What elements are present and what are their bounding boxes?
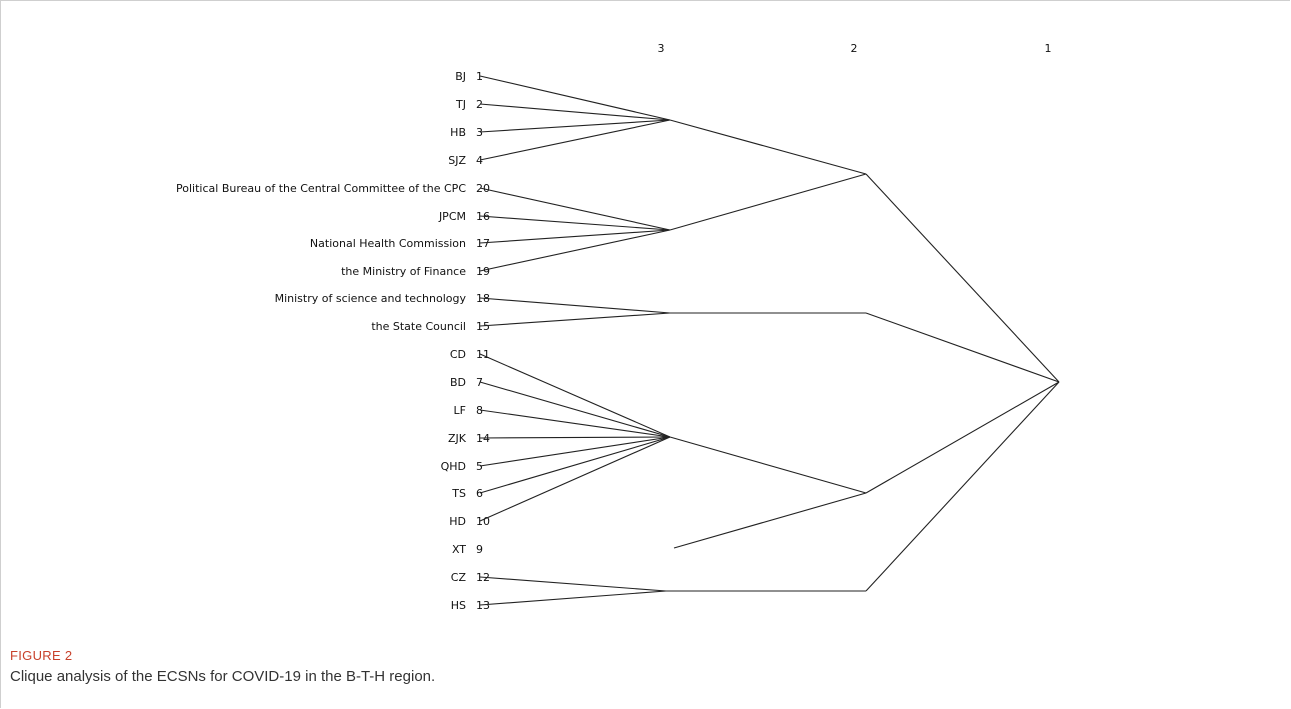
edge xyxy=(673,492,867,549)
edge xyxy=(479,353,671,438)
edge xyxy=(669,173,867,231)
edge xyxy=(865,312,1060,383)
edge xyxy=(479,436,671,494)
leaf-name: the State Council xyxy=(371,320,466,333)
leaf-name: XT xyxy=(452,543,466,556)
edge xyxy=(479,436,671,522)
leaf-name: CZ xyxy=(451,571,467,584)
leaf-name: QHD xyxy=(441,460,466,473)
leaf-name: SJZ xyxy=(448,154,466,167)
leaf-name: ZJK xyxy=(448,432,467,445)
leaf-id: 9 xyxy=(476,543,483,556)
edge xyxy=(479,312,671,327)
cluster-b-edges xyxy=(479,187,671,272)
edge xyxy=(865,173,1060,383)
leaf-id: 13 xyxy=(476,599,490,612)
cluster-a-edges xyxy=(479,75,671,161)
leaf-id: 17 xyxy=(476,237,490,250)
leaf-id: 8 xyxy=(476,404,483,417)
edge xyxy=(865,381,1060,494)
edge xyxy=(479,381,671,438)
edge xyxy=(669,119,867,175)
leaf-name: TS xyxy=(451,487,466,500)
edge xyxy=(479,590,667,606)
leaf-id: 1 xyxy=(476,70,483,83)
leaf-name: TJ xyxy=(455,98,466,111)
leaf-name: HB xyxy=(450,126,466,139)
level-label-2: 2 xyxy=(851,42,858,55)
leaf-id: 4 xyxy=(476,154,483,167)
leaf-name: Political Bureau of the Central Committe… xyxy=(176,182,466,195)
edge xyxy=(479,576,667,592)
edge xyxy=(479,215,671,231)
edge xyxy=(669,436,867,494)
edge xyxy=(479,436,671,467)
edge xyxy=(479,436,671,439)
leaf-id: 15 xyxy=(476,320,490,333)
leaf-name: HS xyxy=(451,599,466,612)
cluster-d-edges xyxy=(479,353,671,522)
clique-dendrogram: 3 2 1 BJ TJ HB SJZ Political Bureau of t… xyxy=(176,42,1060,612)
leaf-name: the Ministry of Finance xyxy=(341,265,466,278)
leaf-id: 3 xyxy=(476,126,483,139)
level-label-3: 3 xyxy=(658,42,665,55)
figure-caption-text: Clique analysis of the ECSNs for COVID-1… xyxy=(10,668,436,685)
figure-label: FIGURE 2 xyxy=(10,648,73,663)
leaf-id: 5 xyxy=(476,460,483,473)
edge xyxy=(479,103,671,121)
edge xyxy=(479,229,671,272)
figure-caption: FIGURE 2 Clique analysis of the ECSNs fo… xyxy=(10,648,435,685)
edge xyxy=(479,229,671,244)
edge xyxy=(479,409,671,438)
edge xyxy=(479,119,671,161)
leaf-id: 2 xyxy=(476,98,483,111)
cluster-e-edges xyxy=(479,576,866,606)
edge xyxy=(479,187,671,231)
leaf-name: CD xyxy=(450,348,466,361)
edge xyxy=(479,297,671,314)
leaf-name: JPCM xyxy=(438,210,466,223)
leaf-id: 11 xyxy=(476,348,490,361)
leaf-name: National Health Commission xyxy=(310,237,466,250)
leaf-id: 7 xyxy=(476,376,483,389)
edge xyxy=(865,381,1060,592)
leaf-name: LF xyxy=(454,404,466,417)
level-label-1: 1 xyxy=(1045,42,1052,55)
leaf-id: 6 xyxy=(476,487,483,500)
leaf-name: BD xyxy=(450,376,466,389)
cluster-c-edges xyxy=(479,297,866,327)
leaf-name: Ministry of science and technology xyxy=(275,292,467,305)
leaf-name: HD xyxy=(449,515,466,528)
edge xyxy=(479,119,671,133)
leaf-name: BJ xyxy=(455,70,466,83)
leaf-id: 19 xyxy=(476,265,490,278)
edge xyxy=(479,75,671,121)
